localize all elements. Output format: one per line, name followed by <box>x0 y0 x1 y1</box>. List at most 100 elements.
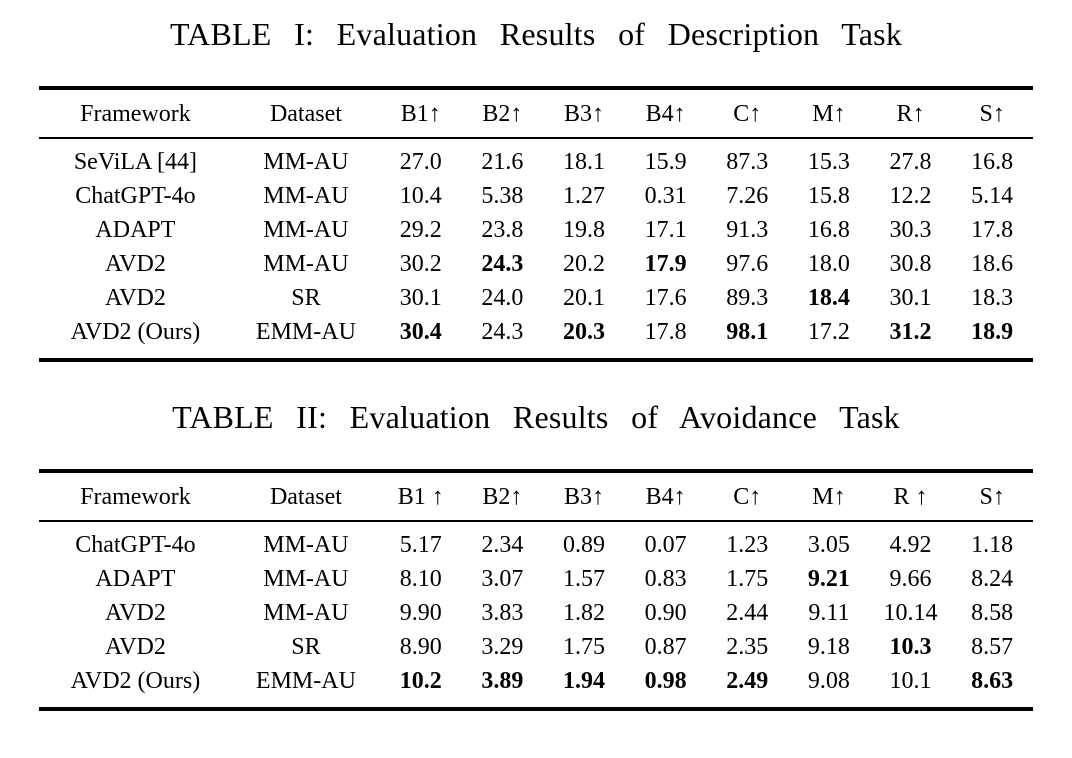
column-header: B1↑ <box>379 88 462 139</box>
table-cell: 91.3 <box>726 217 769 243</box>
table-cell: 10.4 <box>399 183 442 209</box>
column-header: B2↑ <box>461 471 544 522</box>
table-cell: 30.8 <box>889 251 932 277</box>
column-header: C↑ <box>706 88 789 139</box>
table-cell: 12.2 <box>889 183 932 209</box>
table-cell: AVD2 <box>104 634 166 660</box>
best-value-cell: 10.2 <box>399 668 442 694</box>
table-cell: 19.8 <box>563 217 606 243</box>
table-cell: 18.6 <box>971 251 1014 277</box>
table-cell: 1.57 <box>563 566 606 592</box>
table-cell: 3.29 <box>481 634 524 660</box>
column-header: R↑ <box>869 88 952 139</box>
table-cell: 97.6 <box>726 251 769 277</box>
table-row: AVD2 (Ours) EMM-AU 30.4 24.3 20.3 17.8 98.1 17.… <box>39 316 1033 360</box>
table-cell: 9.18 <box>807 634 850 660</box>
table-row: ADAPT MM-AU 8.10 3.07 1.57 0.83 1.75 9.21 9.66 8.… <box>39 563 1033 597</box>
table-cell: 4.92 <box>889 532 932 558</box>
table-cell: AVD2 <box>104 285 166 311</box>
column-header: B1 ↑ <box>379 471 462 522</box>
table-cell: 0.90 <box>644 600 687 626</box>
table-cell: AVD2 (Ours) <box>70 668 201 694</box>
table-row: ChatGPT-4o MM-AU 10.4 5.38 1.27 0.31 7.26 15.8 1… <box>39 180 1033 214</box>
table-row: AVD2 MM-AU 30.2 24.3 20.2 17.9 97.6 18.0 30.8 18.… <box>39 248 1033 282</box>
best-value-cell: 18.4 <box>807 285 850 311</box>
table-cell: 30.3 <box>889 217 932 243</box>
column-header: S↑ <box>951 471 1033 522</box>
column-header: B3↑ <box>543 471 625 522</box>
table-cell: 8.58 <box>971 600 1014 626</box>
best-value-cell: 2.49 <box>726 668 769 694</box>
table-cell: 5.38 <box>481 183 524 209</box>
column-header: C↑ <box>706 471 789 522</box>
best-value-cell: 1.94 <box>563 668 606 694</box>
table-cell: 0.07 <box>644 532 687 558</box>
table-cell: ADAPT <box>95 566 176 592</box>
column-header: M↑ <box>788 88 870 139</box>
table-cell: 8.10 <box>399 566 442 592</box>
best-value-cell: 8.63 <box>971 668 1014 694</box>
table-cell: MM-AU <box>263 217 349 243</box>
best-value-cell: 10.3 <box>889 634 932 660</box>
table-cell: 1.82 <box>563 600 606 626</box>
table-cell: 1.75 <box>726 566 769 592</box>
table-1-body: SeViLA [44] MM-AU 27.0 21.6 18.1 15.9 87.3 15.3… <box>39 138 1033 360</box>
table-cell: AVD2 (Ours) <box>70 319 201 345</box>
table-cell: 0.83 <box>644 566 687 592</box>
table-cell: 0.89 <box>563 532 606 558</box>
column-header: R ↑ <box>869 471 952 522</box>
description-task-results-table: Framework Dataset B1↑ B2↑ B3↑ B4↑ C↑ M↑ R↑ S↑ SeV… <box>39 86 1033 362</box>
table-cell: 18.0 <box>807 251 850 277</box>
column-header: Framework <box>39 88 232 139</box>
best-value-cell: 24.3 <box>481 251 524 277</box>
column-header: Framework <box>39 471 232 522</box>
table-cell: 89.3 <box>726 285 769 311</box>
table-cell: AVD2 <box>104 600 166 626</box>
table-cell: 7.26 <box>726 183 769 209</box>
table-cell: 17.8 <box>971 217 1014 243</box>
table-cell: SR <box>291 285 321 311</box>
table-cell: 9.90 <box>399 600 442 626</box>
table-cell: 17.6 <box>644 285 687 311</box>
best-value-cell: 20.3 <box>563 319 606 345</box>
table-cell: 21.6 <box>481 149 524 175</box>
table-cell: SeViLA [44] <box>73 149 198 175</box>
table-cell: 15.9 <box>644 149 687 175</box>
table-cell: EMM-AU <box>255 319 356 345</box>
table-cell: 18.1 <box>563 149 606 175</box>
avoidance-task-table-section: TABLE II: Evaluation Results of Avoidanc… <box>0 397 1072 711</box>
table-cell: 8.57 <box>971 634 1014 660</box>
table-row: SeViLA [44] MM-AU 27.0 21.6 18.1 15.9 87.3 15.3… <box>39 138 1033 180</box>
table-cell: MM-AU <box>263 566 349 592</box>
table-cell: 3.07 <box>481 566 524 592</box>
table-cell: 20.2 <box>563 251 606 277</box>
table-cell: 2.44 <box>726 600 769 626</box>
table-cell: 8.90 <box>399 634 442 660</box>
table-cell: 27.8 <box>889 149 932 175</box>
table-cell: 17.8 <box>644 319 687 345</box>
header-row: Framework Dataset B1 ↑ B2↑ B3↑ B4↑ C↑ M↑ R ↑ S↑ <box>39 471 1033 522</box>
table-row: ADAPT MM-AU 29.2 23.8 19.8 17.1 91.3 16.8 30.3 17… <box>39 214 1033 248</box>
avoidance-task-results-table: Framework Dataset B1 ↑ B2↑ B3↑ B4↑ C↑ M↑ R ↑ S↑ C… <box>39 469 1033 711</box>
table-cell: SR <box>291 634 321 660</box>
table-cell: 30.1 <box>399 285 442 311</box>
column-header: B3↑ <box>543 88 625 139</box>
column-header: S↑ <box>951 88 1033 139</box>
table-1-caption: TABLE I: Evaluation Results of Descripti… <box>169 16 903 52</box>
table-cell: 30.2 <box>399 251 442 277</box>
table-cell: 20.1 <box>563 285 606 311</box>
table-cell: 30.1 <box>889 285 932 311</box>
description-task-table-section: TABLE I: Evaluation Results of Descripti… <box>0 14 1072 362</box>
table-row: AVD2 SR 30.1 24.0 20.1 17.6 89.3 18.4 30.1 18.3 <box>39 282 1033 316</box>
table-cell: MM-AU <box>263 532 349 558</box>
table-cell: AVD2 <box>104 251 166 277</box>
table-cell: ChatGPT-4o <box>75 532 196 558</box>
best-value-cell: 30.4 <box>399 319 442 345</box>
column-header: B2↑ <box>461 88 544 139</box>
column-header: B4↑ <box>624 471 707 522</box>
table-cell: 17.2 <box>807 319 850 345</box>
column-header: Dataset <box>231 471 380 522</box>
table-cell: 5.14 <box>971 183 1014 209</box>
table-cell: 1.75 <box>563 634 606 660</box>
table-cell: 16.8 <box>807 217 850 243</box>
